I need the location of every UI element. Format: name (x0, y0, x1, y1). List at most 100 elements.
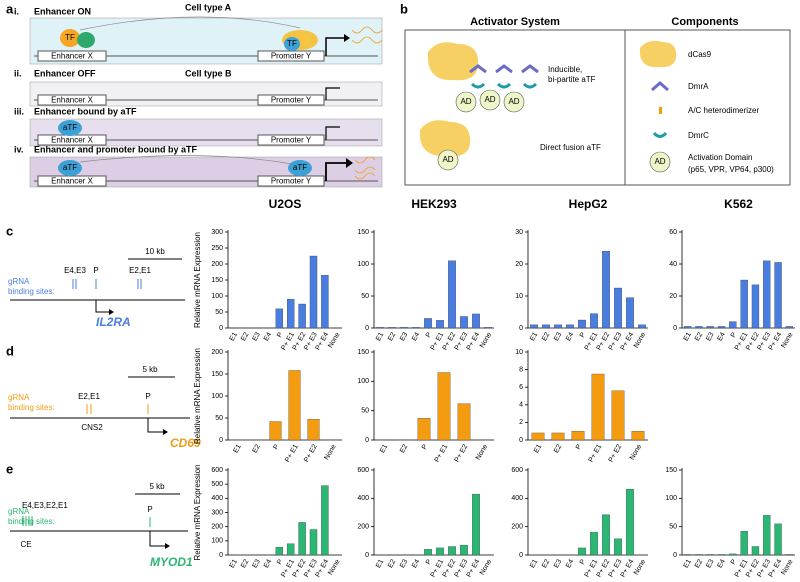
ad (503, 91, 525, 113)
x-tick-label: E1 (229, 558, 239, 569)
bar (729, 553, 737, 556)
x-tick-label: P (276, 558, 285, 566)
x-tick-label: P+ E2 (303, 443, 319, 463)
bar (683, 554, 692, 556)
bar (457, 403, 471, 441)
bar (448, 546, 456, 556)
x-tick-label: None (780, 558, 794, 576)
y-tick-label: 0 (673, 552, 677, 559)
tf (284, 37, 300, 51)
x-tick-label: P (730, 558, 739, 566)
chart-title: HepG2 (569, 197, 608, 211)
x-tick-label: E3 (399, 558, 409, 569)
site-label: E2,E1 (129, 266, 151, 275)
y-tick-label: 600 (211, 467, 223, 474)
chart-title: U2OS (269, 197, 302, 211)
arrow-head (165, 543, 170, 549)
bar (376, 327, 384, 329)
y-axis-label: Relative mRNA Expression (193, 348, 202, 444)
bar (751, 546, 760, 556)
y-tick-label: 0 (219, 325, 223, 332)
y-tick-label: 40 (669, 261, 677, 268)
x-tick-label: E1 (232, 443, 242, 454)
atf (288, 160, 312, 176)
loop (79, 155, 293, 165)
bar (309, 255, 318, 329)
x-tick-label: E2 (694, 558, 704, 569)
bar (751, 284, 760, 329)
atf-label: aTF (293, 163, 307, 172)
x-tick-label: E1 (229, 331, 239, 342)
panel-label: c (6, 223, 13, 238)
panel-label: d (6, 343, 14, 358)
y-tick-label: 20 (515, 261, 523, 268)
x-tick-label: P (276, 331, 285, 339)
dimerizer-icon (659, 107, 662, 114)
tf (77, 32, 95, 48)
site-label: P (145, 392, 150, 401)
y-tick-label: 200 (511, 524, 523, 531)
y-tick-label: 200 (211, 261, 223, 268)
bar (424, 549, 432, 556)
scale-label: 5 kb (142, 365, 158, 374)
grna: binding sites: (8, 403, 55, 412)
x-tick-label: E3 (553, 558, 563, 569)
y-tick-label: 20 (669, 293, 677, 300)
y-tick-label: 8 (519, 366, 523, 373)
x-tick-label: E2 (541, 558, 551, 569)
bar (683, 326, 692, 329)
dmra-icon (651, 81, 669, 92)
promoter-box (257, 94, 325, 106)
bar (591, 373, 605, 441)
x-tick-label: None (327, 558, 341, 576)
arrow-head (109, 309, 114, 315)
y-tick-label: 0 (219, 552, 223, 559)
x-tick-label: E2 (541, 331, 551, 342)
promoter: Promoter Y (271, 52, 312, 61)
x-tick-label: E2 (240, 331, 250, 342)
bar (740, 279, 748, 329)
x-tick-label: E2 (240, 558, 250, 569)
enhancer-box (37, 175, 107, 187)
sites (72, 279, 142, 289)
panel-label: a (6, 1, 14, 16)
bar (631, 431, 645, 441)
y-tick-label: 500 (211, 481, 223, 488)
chart-title: K562 (724, 197, 753, 211)
x-tick-label: P (730, 331, 739, 339)
grna: binding sites: (8, 287, 55, 296)
bar (785, 326, 794, 329)
ad-label: AD (654, 157, 665, 166)
bar (590, 313, 598, 329)
dmrc-icon (652, 131, 668, 138)
y-tick-label: 150 (211, 277, 223, 284)
x-tick-label: P+ E1 (588, 443, 604, 463)
row-numeral: ii. (14, 68, 22, 78)
grna: gRNA (8, 507, 30, 516)
bar (530, 324, 538, 329)
atf (58, 160, 82, 176)
row-numeral: i. (14, 6, 19, 16)
region: CNS2 (81, 423, 103, 432)
loop (79, 16, 301, 31)
x-tick-label: E3 (251, 558, 261, 569)
grna: gRNA (8, 393, 30, 402)
x-tick-label: None (629, 443, 643, 461)
x-tick-label: E1 (375, 331, 385, 342)
component: DmrA (688, 82, 709, 91)
tss-arrow (325, 126, 340, 140)
panel-label: e (6, 461, 13, 476)
x-tick-label: E2 (387, 558, 397, 569)
bar (717, 326, 726, 329)
system-name: Direct fusion aTF (540, 143, 601, 152)
bar (298, 522, 306, 556)
header: Activator System (470, 16, 560, 28)
ad-label: AD (460, 97, 471, 106)
bar (287, 543, 295, 556)
x-tick-label: E4 (717, 331, 727, 342)
gene-c: c 10 kb gRNA binding sites: E4,E3 P E2,E… (6, 223, 185, 329)
grna: gRNA (8, 277, 30, 286)
y-tick-label: 600 (357, 467, 369, 474)
y-tick-label: 50 (215, 415, 223, 422)
